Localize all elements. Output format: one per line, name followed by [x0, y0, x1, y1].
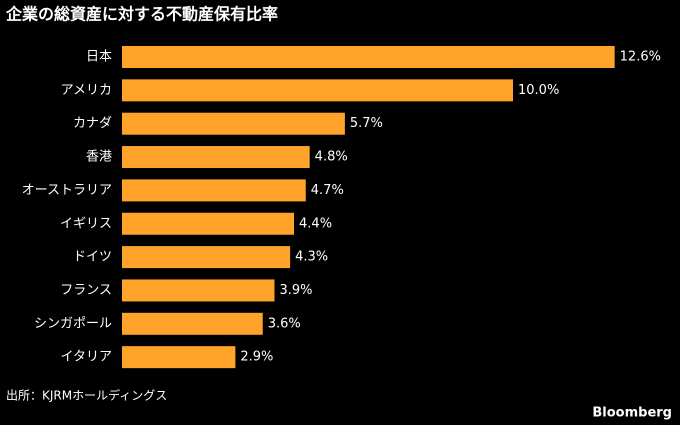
category-label: カナダ — [73, 116, 112, 131]
value-label: 4.4% — [299, 216, 332, 231]
chart-title: 企業の総資産に対する不動産保有比率 — [5, 5, 278, 24]
value-label: 5.7% — [350, 116, 383, 131]
bar — [122, 312, 263, 335]
value-label: 12.6% — [620, 50, 661, 65]
category-label: イギリス — [60, 216, 112, 231]
bar — [122, 79, 513, 102]
value-label: 4.7% — [311, 183, 344, 198]
category-label: 香港 — [86, 150, 112, 165]
bar — [122, 179, 306, 202]
value-label: 10.0% — [518, 83, 559, 98]
bar — [122, 112, 345, 135]
category-label: ドイツ — [73, 250, 112, 265]
value-label: 3.9% — [279, 283, 312, 298]
category-label: シンガポール — [34, 316, 112, 331]
value-label: 4.3% — [295, 250, 328, 265]
bar — [122, 246, 291, 269]
value-label: 2.9% — [240, 350, 273, 365]
category-label: オーストラリア — [22, 183, 112, 198]
value-label: 4.8% — [315, 150, 348, 165]
value-label: 3.6% — [268, 316, 301, 331]
bar — [122, 279, 275, 302]
category-label: イタリア — [61, 350, 112, 365]
bar — [122, 46, 615, 68]
category-label: 日本 — [86, 50, 112, 65]
category-label: フランス — [60, 283, 112, 298]
bar — [122, 346, 236, 369]
bar — [122, 212, 295, 235]
source: 出所：KJRMホールディングス — [6, 388, 167, 403]
category-label: アメリカ — [61, 83, 112, 98]
credit: Bloomberg — [592, 406, 672, 421]
bar — [122, 146, 310, 169]
